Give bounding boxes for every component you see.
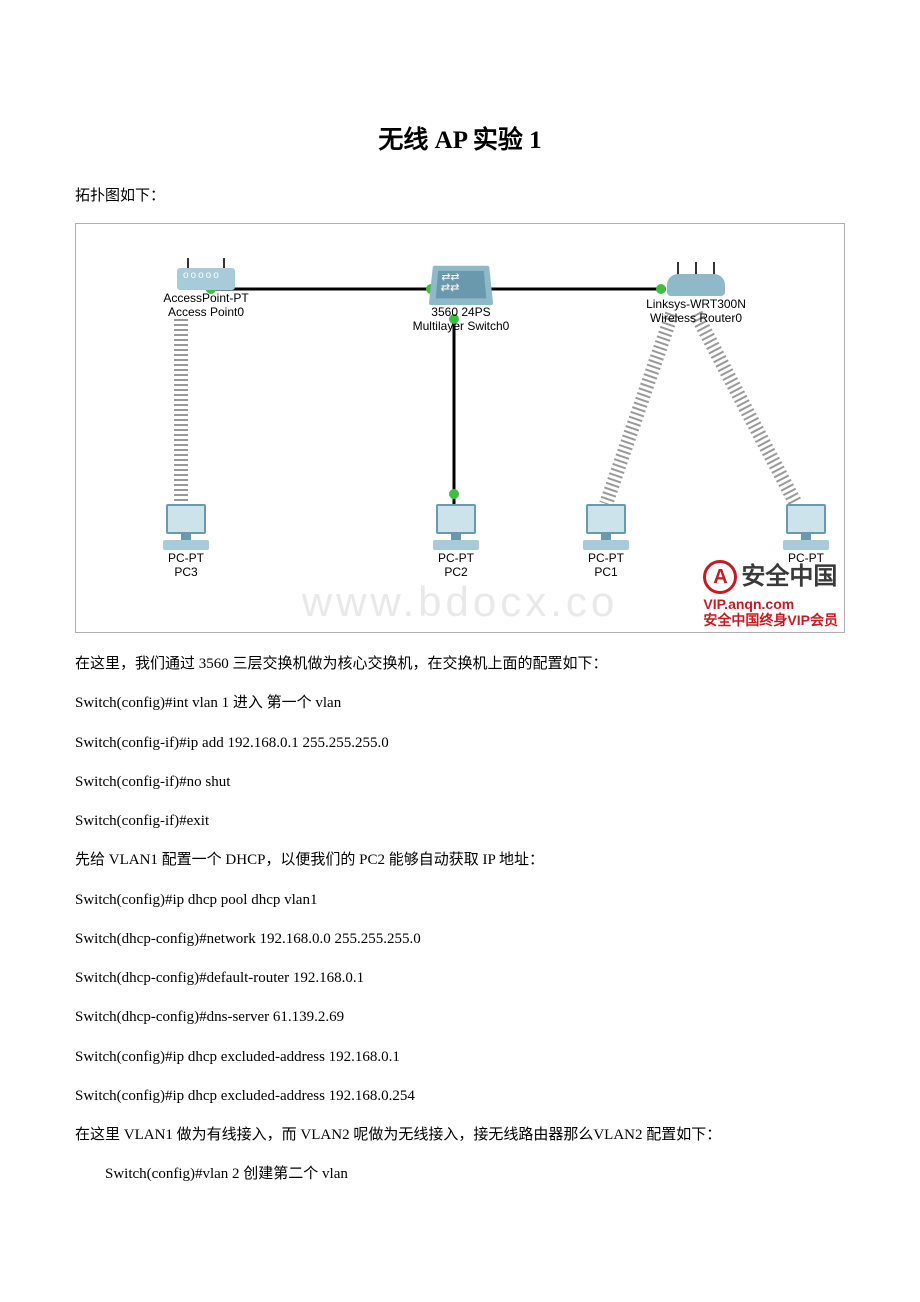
switch-label-2: Multilayer Switch0 [413, 319, 510, 333]
access-point-icon [177, 268, 235, 290]
body-text: 在这里，我们通过 3560 三层交换机做为核心交换机，在交换机上面的配置如下： … [75, 653, 845, 1187]
watermark: www.bdocx.co [302, 578, 618, 626]
body-line: Switch(config-if)#no shut [75, 771, 845, 794]
page-title: 无线 AP 实验 1 [75, 120, 845, 156]
pc-icon [782, 504, 830, 550]
pc1-label-1: PC-PT [588, 551, 624, 565]
switch-label-1: 3560 24PS [431, 305, 490, 319]
body-line: Switch(dhcp-config)#network 192.168.0.0 … [75, 928, 845, 951]
body-line: Switch(dhcp-config)#default-router 192.1… [75, 967, 845, 990]
body-line: Switch(config)#ip dhcp pool dhcp vlan1 [75, 889, 845, 912]
body-line: Switch(dhcp-config)#dns-server 61.139.2.… [75, 1006, 845, 1029]
body-line: Switch(config)#ip dhcp excluded-address … [75, 1046, 845, 1069]
body-line: Switch(config)#int vlan 1 进入 第一个 vlan [75, 692, 845, 715]
device-access-point: AccessPoint-PTAccess Point0 [136, 268, 276, 320]
device-pc1: PC-PTPC1 [566, 504, 646, 580]
body-line: 在这里，我们通过 3560 三层交换机做为核心交换机，在交换机上面的配置如下： [75, 653, 845, 676]
ap-label-2: Access Point0 [168, 305, 244, 319]
switch-icon: ⇄⇄⇄⇄ [429, 266, 493, 305]
body-line: 先给 VLAN1 配置一个 DHCP，以便我们的 PC2 能够自动获取 IP 地… [75, 849, 845, 872]
pc-icon [582, 504, 630, 550]
brand-line1: 安全中国 [741, 563, 837, 590]
device-pc4: PC-PT [766, 504, 845, 566]
pc3-label-1: PC-PT [168, 551, 204, 565]
pc2-label-1: PC-PT [438, 551, 474, 565]
body-line: Switch(config)#ip dhcp excluded-address … [75, 1085, 845, 1108]
ap-label-1: AccessPoint-PT [163, 291, 248, 305]
router-icon [667, 264, 725, 296]
pc1-label-2: PC1 [594, 565, 617, 579]
router-label-2: Wireless Router0 [650, 311, 742, 325]
pc-icon [162, 504, 210, 550]
device-switch: ⇄⇄⇄⇄ 3560 24PSMultilayer Switch0 [396, 264, 526, 334]
body-line: Switch(config-if)#ip add 192.168.0.1 255… [75, 732, 845, 755]
router-label-1: Linksys-WRT300N [646, 297, 746, 311]
brand-line3: 安全中国终身VIP会员 [703, 612, 838, 628]
pc-icon [432, 504, 480, 550]
brand-line2: VIP.anqn.com [703, 596, 838, 612]
body-line-indent: 在这里 VLAN1 做为有线接入，而 VLAN2 呢做为无线接入，接无线路由器那… [75, 1124, 845, 1147]
body-line-indent: Switch(config)#vlan 2 创建第二个 vlan [75, 1163, 845, 1186]
body-line: Switch(config-if)#exit [75, 810, 845, 833]
device-pc2: PC-PTPC2 [416, 504, 496, 580]
device-pc3: PC-PTPC3 [146, 504, 226, 580]
pc3-label-2: PC3 [174, 565, 197, 579]
topology-diagram: AccessPoint-PTAccess Point0 ⇄⇄⇄⇄ 3560 24… [75, 223, 845, 633]
brand-logo-icon: A [703, 560, 737, 594]
device-router: Linksys-WRT300NWireless Router0 [626, 264, 766, 326]
caption: 拓扑图如下： [75, 184, 845, 205]
pc2-label-2: PC2 [444, 565, 467, 579]
brand-badge: A安全中国 VIP.anqn.com 安全中国终身VIP会员 [703, 560, 838, 628]
